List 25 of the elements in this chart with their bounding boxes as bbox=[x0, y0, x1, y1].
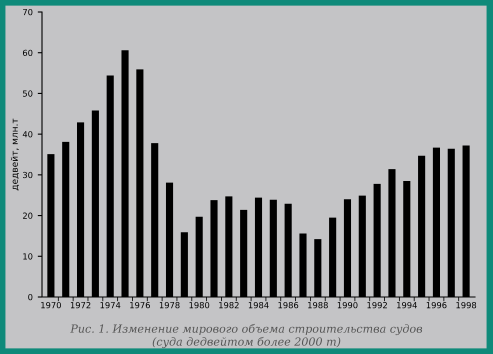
x-tick-label: 1988 bbox=[308, 302, 328, 308]
x-tick-label: 1972 bbox=[70, 302, 90, 308]
x-tick-label: 1998 bbox=[456, 302, 476, 308]
text: Рис. 1. Изменение мирового объема строительства судов (суда дедвейтом более 2000 т) bbox=[70, 324, 422, 348]
y-axis-title: дедвейт, млн.т bbox=[10, 118, 19, 190]
x-tick-label: 1990 bbox=[338, 302, 358, 308]
x-tick-label: 1970 bbox=[41, 302, 61, 308]
y-tick-label: 70 bbox=[23, 8, 32, 16]
x-tick-label: 1976 bbox=[130, 302, 150, 308]
y-tick-label: 30 bbox=[23, 172, 32, 178]
x-tick-label: 1994 bbox=[397, 302, 417, 308]
y-tick-label: 20 bbox=[22, 212, 32, 219]
y-tick-label: 50 bbox=[23, 90, 32, 97]
x-tick-label: 1982 bbox=[219, 302, 239, 308]
y-tick-label: 10 bbox=[23, 253, 32, 260]
y-tick-label: 0 bbox=[28, 294, 32, 300]
x-tick-label: 1980 bbox=[189, 302, 210, 308]
y-tick-label: 40 bbox=[22, 131, 32, 138]
y-tick-label: 60 bbox=[22, 50, 32, 56]
x-tick-label: 1996 bbox=[426, 302, 447, 308]
x-tick-label: 1992 bbox=[367, 302, 387, 308]
x-tick-label: 1986 bbox=[278, 302, 298, 308]
x-tick-label: 1984 bbox=[248, 302, 269, 308]
x-tick-label: 1978 bbox=[160, 302, 180, 308]
x-tick-label: 1974 bbox=[100, 302, 120, 308]
